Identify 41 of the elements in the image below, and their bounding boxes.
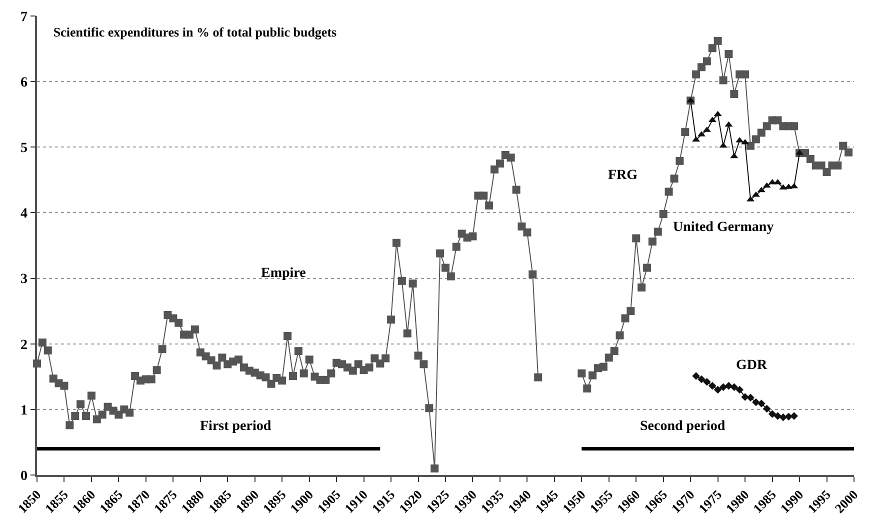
point — [790, 412, 798, 420]
point — [708, 382, 716, 390]
point — [768, 410, 776, 418]
y-tick-label: 7 — [20, 10, 28, 25]
point — [746, 394, 754, 402]
point — [779, 413, 788, 422]
point — [692, 372, 700, 380]
point — [719, 383, 728, 392]
point — [784, 412, 793, 421]
point — [774, 412, 782, 420]
point — [762, 182, 771, 188]
y-tick-label: 3 — [20, 272, 28, 288]
point — [703, 378, 711, 386]
annotation: GDR — [736, 358, 768, 373]
point — [708, 116, 716, 122]
y-tick-label: 0 — [20, 468, 28, 484]
y-tick-label: 2 — [20, 338, 28, 353]
y-tick-label: 6 — [20, 75, 28, 90]
point — [757, 186, 766, 192]
annotation: Empire — [261, 266, 306, 281]
point — [736, 386, 744, 394]
point — [724, 121, 733, 127]
point — [730, 152, 738, 158]
point — [692, 136, 700, 142]
point — [790, 182, 798, 188]
point — [698, 375, 706, 384]
point — [719, 142, 728, 148]
annotation: FRG — [608, 168, 638, 183]
point — [752, 398, 760, 406]
annotation: First period — [200, 419, 272, 434]
text: Scientific expenditures in % of total public budgets — [53, 24, 337, 40]
annotation: Second period — [640, 419, 726, 434]
annotation: United Germany — [673, 220, 774, 235]
point — [730, 383, 738, 392]
point — [714, 110, 722, 116]
y-tick-label: 1 — [20, 403, 28, 418]
y-tick-label: 5 — [20, 141, 28, 156]
point — [762, 404, 771, 413]
point — [714, 386, 722, 394]
y-tick-label: 4 — [20, 206, 28, 222]
point — [758, 400, 766, 408]
